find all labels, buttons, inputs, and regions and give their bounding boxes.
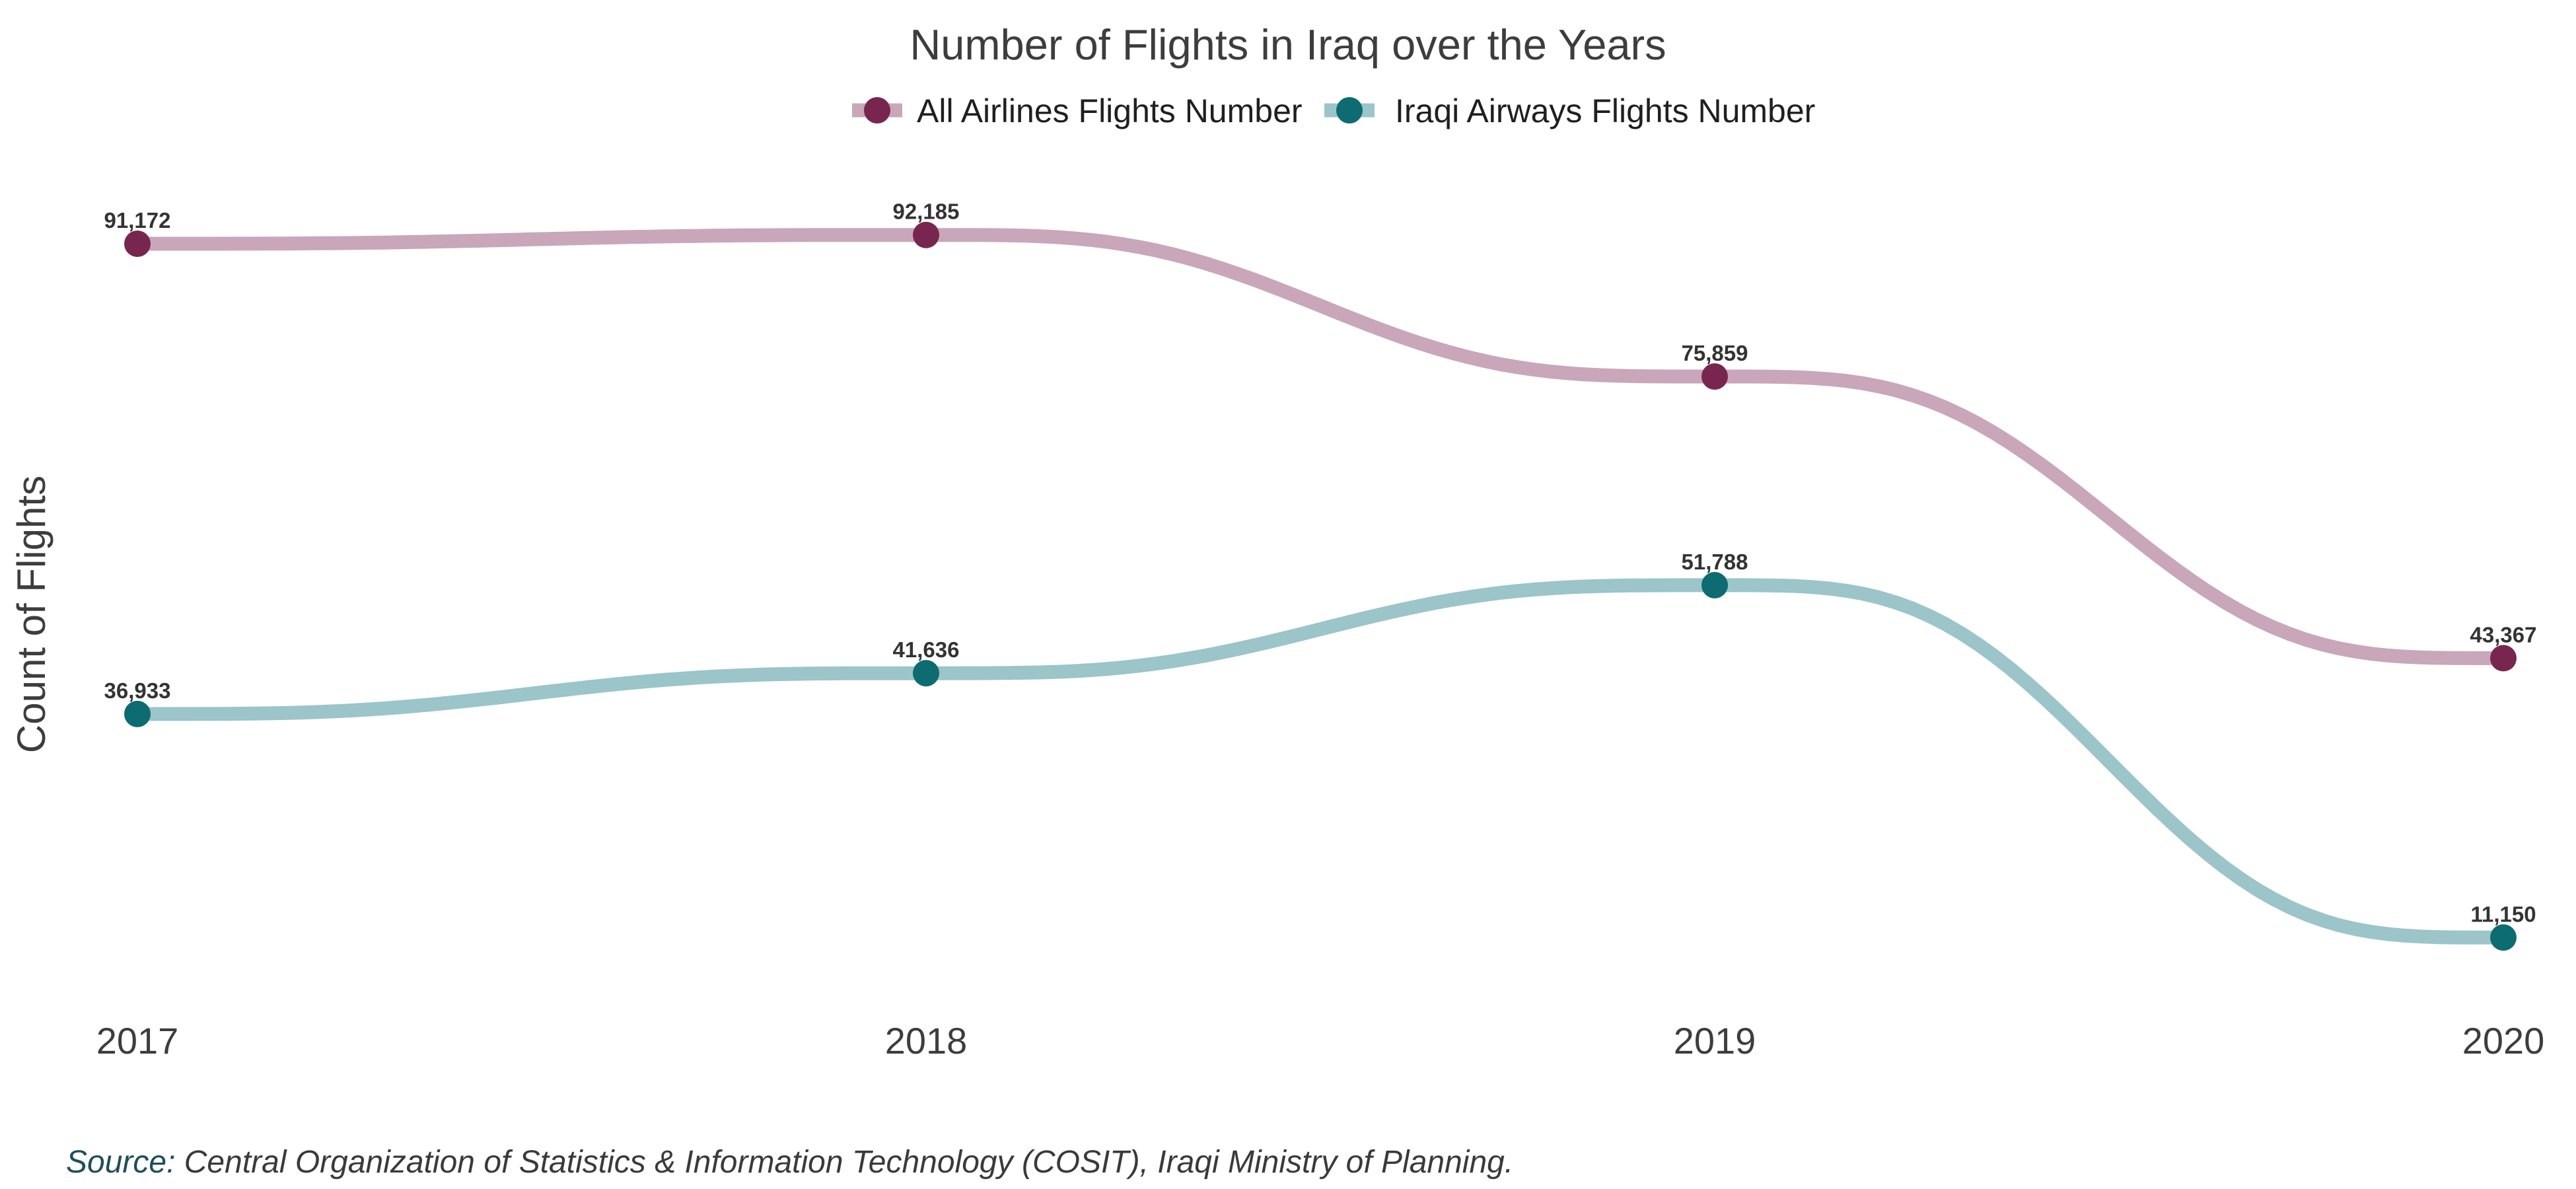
data-point-iraqi-airways-flights-number-2020 [2490,924,2517,951]
series-line-all-airlines-flights-number [130,228,2511,665]
y-axis-label: Count of Flights [9,476,54,753]
legend-label: All Airlines Flights Number [917,92,1303,129]
legend-label: Iraqi Airways Flights Number [1395,92,1815,129]
x-axis-ticks: 2017 2018 2019 2020 [96,1020,2545,1062]
legend-point-swatch [1336,97,1363,124]
chart-title: Number of Flights in Iraq over the Years [910,20,1666,69]
legend-point-swatch [864,97,890,124]
data-label-iraqi-airways-flights-number-2018: 41,636 [893,637,960,662]
series-lines [130,228,2511,945]
data-point-iraqi-airways-flights-number-2018 [913,660,939,687]
data-point-all-airlines-flights-number-2018 [913,221,939,248]
data-label-iraqi-airways-flights-number-2020: 11,150 [2470,902,2536,926]
data-label-all-airlines-flights-number-2020: 43,367 [2470,622,2537,647]
x-tick-label-2019: 2019 [1674,1020,1756,1062]
source-text: Central Organization of Statistics & Inf… [175,1145,1513,1180]
chart-legend: All Airlines Flights Number Iraqi Airways… [852,92,1815,129]
data-label-all-airlines-flights-number-2018: 92,185 [893,199,960,224]
data-point-all-airlines-flights-number-2017 [124,230,151,257]
x-tick-label-2017: 2017 [96,1020,179,1062]
data-point-all-airlines-flights-number-2019 [1701,363,1728,390]
data-label-all-airlines-flights-number-2017: 91,172 [104,208,171,233]
data-point-iraqi-airways-flights-number-2017 [124,700,151,727]
data-label-all-airlines-flights-number-2019: 75,859 [1682,341,1748,365]
source-prefix: Source: [66,1145,175,1180]
series-line-iraqi-airways-flights-number [130,578,2511,945]
data-labels: 91,172 92,185 75,859 43,367 36,933 41,636 51,7… [104,199,2537,927]
data-label-iraqi-airways-flights-number-2017: 36,933 [104,678,171,703]
legend-item-iraqi-airways-flights-number: Iraqi Airways Flights Number [1324,92,1815,129]
data-point-all-airlines-flights-number-2020 [2490,645,2517,672]
data-label-iraqi-airways-flights-number-2019: 51,788 [1682,550,1748,574]
x-tick-label-2020: 2020 [2462,1020,2545,1062]
series-points [124,221,2517,951]
x-tick-label-2018: 2018 [885,1020,968,1062]
legend-item-all-airlines-flights-number: All Airlines Flights Number [852,92,1303,129]
data-point-iraqi-airways-flights-number-2019 [1701,571,1728,598]
source-note: Source: Central Organization of Statisti… [66,1145,1513,1180]
